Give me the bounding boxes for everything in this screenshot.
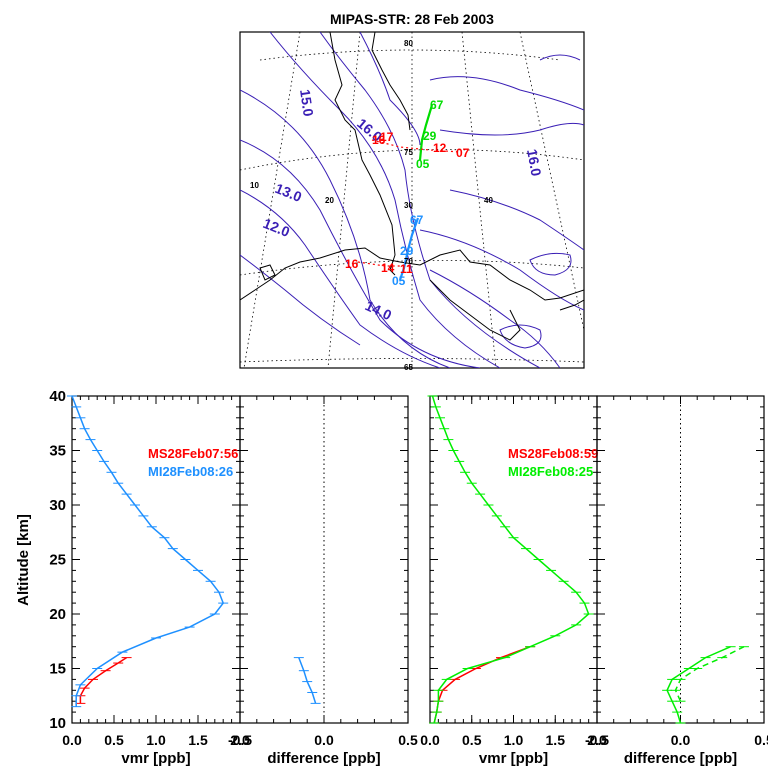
legend-entry: MI28Feb08:26 bbox=[148, 464, 233, 479]
map-contours bbox=[240, 32, 584, 368]
y-tick-label: 30 bbox=[49, 497, 66, 514]
x-axis-label: difference [ppb] bbox=[624, 750, 737, 767]
x-tick-label: 0.0 bbox=[62, 732, 82, 748]
x-tick-label: 2.0 bbox=[230, 732, 250, 748]
track-label: 14 bbox=[381, 261, 395, 275]
contour-label: 15.0 bbox=[297, 88, 317, 117]
track-label: 67 bbox=[410, 213, 424, 227]
y-tick-label: 15 bbox=[49, 661, 66, 678]
track-label: 05 bbox=[392, 274, 406, 288]
track-label: 29 bbox=[400, 244, 414, 258]
series-line bbox=[433, 645, 531, 724]
x-tick-label: 0.0 bbox=[671, 732, 691, 748]
x-tick-label: 1.5 bbox=[546, 732, 566, 748]
contour-label: 16.0 bbox=[524, 148, 545, 178]
track-label: 17 bbox=[380, 130, 394, 144]
track-label: 16 bbox=[372, 133, 386, 147]
x-tick-label: 0.5 bbox=[462, 732, 482, 748]
y-tick-label: 20 bbox=[49, 606, 66, 623]
lon-label: 10 bbox=[250, 181, 259, 190]
green-track bbox=[418, 104, 434, 161]
y-tick-label: 40 bbox=[49, 388, 66, 405]
lon-label: 20 bbox=[325, 196, 334, 205]
legend-entry: MS28Feb07:56 bbox=[148, 446, 238, 461]
track-label: 67 bbox=[430, 98, 444, 112]
x-tick-label: 1.0 bbox=[504, 732, 524, 748]
profile-left-panel: 0.0 0.5 1.0 1.5 2.0 vmr [ppb] 10 15 20 25 30 35 40 MS… bbox=[49, 388, 250, 767]
x-tick-label: 0.5 bbox=[754, 732, 768, 748]
series-line bbox=[298, 657, 317, 704]
x-tick-label: -0.5 bbox=[228, 732, 252, 748]
y-tick-label: 35 bbox=[49, 443, 66, 460]
series-line bbox=[71, 395, 225, 707]
track-label: 29 bbox=[423, 129, 437, 143]
lat-label: 65 bbox=[404, 363, 413, 372]
lon-label: 40 bbox=[484, 196, 493, 205]
lat-label: 80 bbox=[404, 39, 413, 48]
legend-entry: MS28Feb08:59 bbox=[508, 446, 598, 461]
map-coastlines bbox=[240, 32, 584, 341]
track-label: 16 bbox=[345, 257, 359, 271]
x-tick-label: 0.0 bbox=[420, 732, 440, 748]
y-tick-label: 25 bbox=[49, 552, 66, 569]
map-panel: 80 75 70 65 10 20 30 40 15.0 16.0 13.0 1… bbox=[239, 31, 585, 372]
track-label: 12 bbox=[433, 141, 447, 155]
figure-title: MIPAS-STR: 28 Feb 2003 bbox=[330, 11, 494, 27]
lat-label: 75 bbox=[404, 148, 413, 157]
blue-track bbox=[398, 217, 420, 281]
y-axis-label: Altitude [km] bbox=[15, 514, 32, 606]
x-tick-label: 0.5 bbox=[398, 732, 418, 748]
legend-entry: MI28Feb08:25 bbox=[508, 464, 593, 479]
x-tick-label: 1.5 bbox=[188, 732, 208, 748]
x-tick-label: 0.5 bbox=[104, 732, 124, 748]
difference-left-panel: -0.5 0.0 0.5 difference [ppb] bbox=[228, 395, 418, 767]
series-line bbox=[666, 646, 731, 724]
x-axis-label: difference [ppb] bbox=[267, 750, 380, 767]
x-tick-label: -0.5 bbox=[585, 732, 609, 748]
x-axis-label: vmr [ppb] bbox=[121, 750, 190, 767]
track-label: 05 bbox=[416, 157, 430, 171]
y-tick-label: 10 bbox=[49, 715, 66, 732]
profile-right-panel: 0.0 0.5 1.0 1.5 2.0 vmr [ppb] MS28Feb08:59 MI28… bbox=[420, 395, 607, 767]
lat-label: 70 bbox=[404, 257, 413, 266]
x-tick-label: 0.0 bbox=[314, 732, 334, 748]
lon-label: 30 bbox=[404, 201, 413, 210]
map-graticule bbox=[240, 32, 584, 368]
x-axis-label: vmr [ppb] bbox=[479, 750, 548, 767]
x-tick-label: 1.0 bbox=[146, 732, 166, 748]
difference-right-panel: -0.5 0.0 0.5 difference [ppb] bbox=[585, 395, 768, 767]
x-tick-label: 2.0 bbox=[587, 732, 607, 748]
track-label: 11 bbox=[400, 262, 413, 276]
series-line bbox=[674, 646, 745, 702]
track-label: 07 bbox=[456, 146, 470, 160]
